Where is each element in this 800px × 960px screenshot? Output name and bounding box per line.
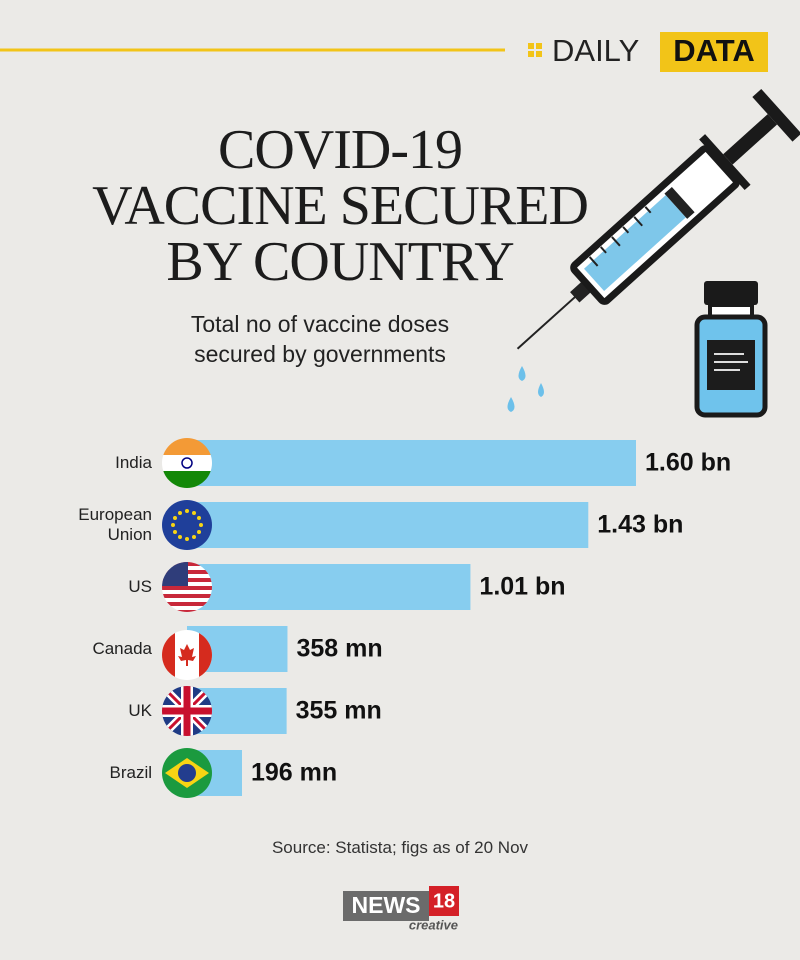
chart-subtitle: Total no of vaccine doses <box>190 311 450 337</box>
flag-us <box>162 562 212 612</box>
chart-title: VACCINE SECURED <box>92 175 589 237</box>
value-label: 1.60 bn <box>645 449 731 477</box>
flag-canada <box>162 630 212 680</box>
source-note: Source: Statista; figs as of 20 Nov <box>271 838 529 857</box>
header-left: DAILY <box>552 33 639 68</box>
flag-uk <box>162 686 212 736</box>
value-labels: 1.60 bn 1.43 bn 1.01 bn 358 mn 355 mn 196 mn <box>251 449 731 787</box>
category-label: India <box>115 453 152 472</box>
chart-subtitle: secured by governments <box>194 341 446 367</box>
chart-title: BY COUNTRY <box>166 231 514 293</box>
flag-brazil <box>162 748 212 798</box>
syringe-icon <box>516 88 800 350</box>
header-badge <box>660 32 768 72</box>
value-label: 358 mn <box>296 635 382 663</box>
category-label: European Union <box>78 505 152 544</box>
logo-number: 18 <box>433 890 455 912</box>
category-label: Brazil <box>109 763 152 782</box>
bars <box>187 440 636 796</box>
category-label-box: US <box>32 562 152 612</box>
category-label: UK <box>128 701 152 720</box>
logo-name: NEWS <box>352 892 421 918</box>
logo-tag: creative <box>409 917 458 932</box>
bar <box>187 502 589 548</box>
category-label-box: UK <box>32 686 152 736</box>
category-label: Canada <box>92 639 152 658</box>
category-label-box: India <box>32 438 152 488</box>
bar <box>187 564 471 610</box>
category-label-box: Brazil <box>32 748 152 798</box>
category-label: US <box>128 577 152 596</box>
logo: NEWS 18 creative <box>343 886 459 932</box>
category-label-box: Canada <box>32 624 152 674</box>
value-label: 1.01 bn <box>479 573 565 601</box>
value-label: 355 mn <box>296 697 382 725</box>
droplets <box>507 366 544 412</box>
flag-india <box>162 438 212 488</box>
category-label-box: European Union <box>32 500 152 550</box>
header-right: DATA <box>673 33 755 68</box>
bar <box>187 440 636 486</box>
vial-icon <box>694 281 768 418</box>
value-label: 1.43 bn <box>597 511 683 539</box>
flag-eu <box>162 500 212 550</box>
chart-title: COVID-19 <box>218 119 463 181</box>
header-icon <box>528 43 542 57</box>
value-label: 196 mn <box>251 759 337 787</box>
